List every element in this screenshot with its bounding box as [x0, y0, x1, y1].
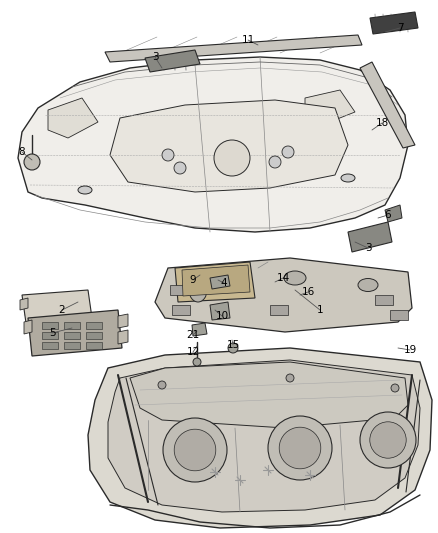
Polygon shape: [118, 314, 128, 328]
Bar: [172, 305, 190, 315]
Polygon shape: [210, 302, 230, 320]
Polygon shape: [155, 258, 412, 332]
Ellipse shape: [78, 186, 92, 194]
Bar: [42, 332, 58, 339]
Polygon shape: [145, 50, 200, 72]
Text: 9: 9: [190, 275, 196, 285]
Polygon shape: [370, 12, 418, 34]
Circle shape: [193, 358, 201, 366]
Ellipse shape: [189, 278, 207, 302]
Text: 3: 3: [152, 52, 158, 62]
Ellipse shape: [211, 278, 233, 292]
Polygon shape: [22, 290, 92, 323]
Text: 1: 1: [317, 305, 323, 315]
Bar: [270, 305, 288, 315]
Text: 4: 4: [221, 278, 227, 288]
Circle shape: [370, 422, 406, 458]
Circle shape: [391, 384, 399, 392]
Polygon shape: [118, 330, 128, 344]
Polygon shape: [360, 62, 415, 148]
Polygon shape: [108, 360, 420, 512]
Bar: [64, 322, 80, 329]
Ellipse shape: [358, 279, 378, 292]
Circle shape: [214, 140, 250, 176]
Text: 5: 5: [49, 328, 55, 338]
Circle shape: [269, 156, 281, 168]
Bar: [64, 332, 80, 339]
Bar: [86, 342, 102, 349]
Text: 12: 12: [187, 347, 200, 357]
Polygon shape: [182, 265, 250, 296]
Polygon shape: [130, 362, 408, 428]
Bar: [86, 322, 102, 329]
Polygon shape: [348, 222, 392, 252]
Polygon shape: [175, 262, 255, 302]
Bar: [390, 310, 408, 320]
Circle shape: [163, 418, 227, 482]
Circle shape: [174, 429, 216, 471]
Polygon shape: [48, 98, 98, 138]
Text: 15: 15: [226, 340, 240, 350]
Text: 11: 11: [241, 35, 254, 45]
Text: 10: 10: [215, 311, 229, 321]
Circle shape: [158, 381, 166, 389]
Circle shape: [286, 374, 294, 382]
Circle shape: [24, 154, 40, 170]
Circle shape: [279, 427, 321, 469]
Polygon shape: [305, 90, 355, 125]
Circle shape: [282, 146, 294, 158]
Text: 21: 21: [187, 330, 200, 340]
Text: 3: 3: [365, 243, 371, 253]
Bar: [375, 295, 393, 305]
Text: 18: 18: [375, 118, 389, 128]
Polygon shape: [110, 100, 348, 192]
Circle shape: [228, 343, 238, 353]
Polygon shape: [385, 205, 402, 222]
Polygon shape: [18, 57, 408, 232]
Text: 16: 16: [301, 287, 314, 297]
Text: 7: 7: [397, 23, 403, 33]
Bar: [170, 285, 188, 295]
Bar: [86, 332, 102, 339]
Text: 8: 8: [19, 147, 25, 157]
Circle shape: [162, 149, 174, 161]
Polygon shape: [88, 348, 432, 528]
Polygon shape: [105, 35, 362, 62]
Ellipse shape: [341, 174, 355, 182]
Ellipse shape: [284, 271, 306, 285]
Polygon shape: [175, 132, 250, 168]
Polygon shape: [28, 310, 122, 356]
Polygon shape: [192, 323, 207, 336]
Text: 19: 19: [403, 345, 417, 355]
Circle shape: [174, 162, 186, 174]
Text: 2: 2: [59, 305, 65, 315]
Bar: [42, 342, 58, 349]
Circle shape: [268, 416, 332, 480]
Polygon shape: [20, 298, 28, 310]
Text: 6: 6: [385, 210, 391, 220]
Text: 14: 14: [276, 273, 290, 283]
Circle shape: [360, 412, 416, 468]
Polygon shape: [24, 320, 32, 334]
Bar: [42, 322, 58, 329]
Polygon shape: [210, 275, 230, 289]
Bar: [64, 342, 80, 349]
